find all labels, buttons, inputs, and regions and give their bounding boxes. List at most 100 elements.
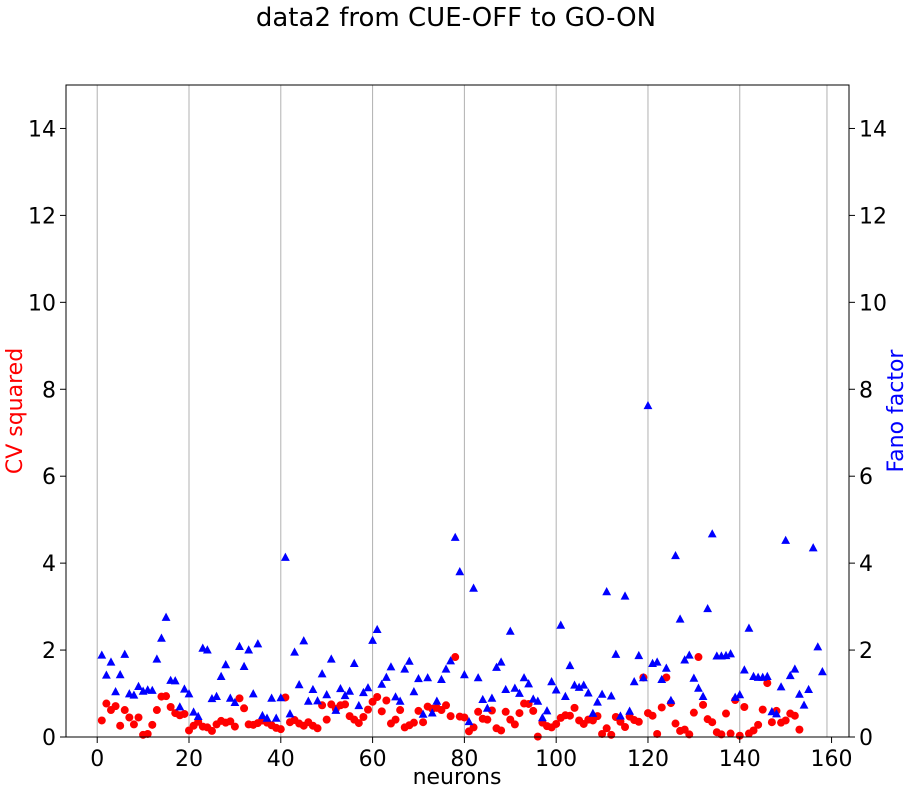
fano-factor-point <box>147 685 157 694</box>
fano-factor-point <box>391 692 400 701</box>
data-series <box>97 400 827 741</box>
fano-factor-point <box>225 693 235 702</box>
fano-factor-point <box>505 626 515 635</box>
fano-factor-point <box>469 583 478 592</box>
fano-factor-point <box>299 636 309 645</box>
chart-title: data2 from CUE-OFF to GO-ON <box>256 3 656 33</box>
cv-squared-point <box>102 699 111 708</box>
fano-factor-point <box>813 642 823 651</box>
cv-squared-point <box>180 709 189 718</box>
y-axis-right: 0 2 4 6 8 10 12 14 <box>849 117 887 751</box>
fano-factor-point <box>560 691 570 700</box>
cv-squared-point <box>120 706 129 715</box>
fano-factor-point <box>290 647 299 656</box>
fano-factor-point <box>790 664 800 673</box>
fano-factor-point <box>455 567 465 576</box>
fano-factor-point <box>785 670 795 680</box>
fano-factor-point <box>101 670 111 679</box>
y-tick-label-right: 8 <box>859 378 873 403</box>
cv-squared-point <box>529 706 538 715</box>
cv-squared-point <box>515 709 524 718</box>
fano-factor-point <box>244 645 254 654</box>
fano-factor-point <box>207 693 217 703</box>
cv-squared-point <box>754 720 763 729</box>
fano-factor-point <box>707 529 717 538</box>
cv-squared-point <box>469 723 478 732</box>
cv-squared-point <box>373 693 382 702</box>
fano-factor-point <box>377 679 387 688</box>
y-tick-label-right: 10 <box>859 291 887 316</box>
y-axis-right-label: Fano factor <box>884 349 909 473</box>
fano-factor-point <box>680 655 690 664</box>
cv-squared-point <box>735 731 744 740</box>
fano-factor-point <box>510 683 520 692</box>
y-tick-label-left: 0 <box>42 726 56 751</box>
y-axis-left-label: CV squared <box>3 348 28 474</box>
y-tick-label-left: 10 <box>28 291 56 316</box>
fano-factor-point <box>519 673 529 682</box>
x-tick-label: 160 <box>811 747 853 772</box>
y-tick-label-left: 2 <box>42 639 56 664</box>
cv-squared-point <box>364 705 373 714</box>
fano-factor-point <box>414 673 423 683</box>
y-tick-label-left: 14 <box>28 117 56 142</box>
cv-squared-point <box>758 705 767 714</box>
fano-factor-point <box>248 689 258 698</box>
fano-factor-series <box>97 400 827 726</box>
fano-factor-point <box>303 696 313 705</box>
fano-factor-point <box>538 713 547 722</box>
fano-factor-point <box>180 684 189 693</box>
cv-squared-point <box>409 718 418 727</box>
fano-factor-point <box>528 694 538 703</box>
cv-squared-point <box>322 715 331 724</box>
fano-factor-point <box>762 671 772 680</box>
cv-squared-point <box>143 729 152 738</box>
fano-factor-point <box>804 684 814 694</box>
fano-factor-point <box>262 713 272 722</box>
fano-factor-point <box>533 696 543 705</box>
fano-factor-point <box>542 706 552 715</box>
fano-factor-point <box>657 674 667 684</box>
cv-squared-point <box>767 718 776 727</box>
x-tick-label: 120 <box>627 747 669 772</box>
cv-squared-point <box>790 711 799 720</box>
cv-squared-point <box>474 707 483 716</box>
fano-factor-point <box>767 706 777 716</box>
fano-factor-point <box>372 624 382 634</box>
cv-squared-point <box>276 725 285 734</box>
fano-factor-point <box>230 697 240 707</box>
x-tick-label: 140 <box>719 747 761 772</box>
cv-squared-point <box>134 713 143 722</box>
cv-squared-point <box>382 696 391 705</box>
fano-factor-point <box>634 650 644 660</box>
fano-factor-point <box>239 661 249 670</box>
cv-squared-point <box>598 729 607 738</box>
cv-squared-point <box>708 718 717 727</box>
fano-factor-point <box>661 663 671 672</box>
fano-factor-point <box>808 543 818 552</box>
fano-factor-point <box>276 693 286 702</box>
fano-factor-point <box>409 686 419 696</box>
fano-factor-point <box>684 650 694 659</box>
cv-squared-point <box>621 723 630 732</box>
cv-squared-point <box>483 715 492 724</box>
fano-factor-point <box>726 649 735 658</box>
fano-factor-point <box>744 623 754 632</box>
fano-factor-point <box>574 682 584 691</box>
fano-factor-point <box>781 535 791 544</box>
fano-factor-point <box>487 693 497 702</box>
fano-factor-point <box>111 686 120 696</box>
fano-factor-point <box>446 656 456 665</box>
x-tick-label: 20 <box>175 747 203 772</box>
fano-factor-point <box>345 686 355 695</box>
cv-squared-point <box>653 729 662 738</box>
cv-squared-point <box>446 712 455 721</box>
fano-factor-point <box>437 674 446 684</box>
fano-factor-point <box>625 706 635 715</box>
cv-squared-point <box>552 719 561 728</box>
cv-squared-point <box>763 679 772 688</box>
fano-factor-point <box>184 689 194 698</box>
fano-factor-point <box>354 700 364 710</box>
fano-factor-point <box>198 643 208 652</box>
fano-factor-point <box>267 693 277 702</box>
